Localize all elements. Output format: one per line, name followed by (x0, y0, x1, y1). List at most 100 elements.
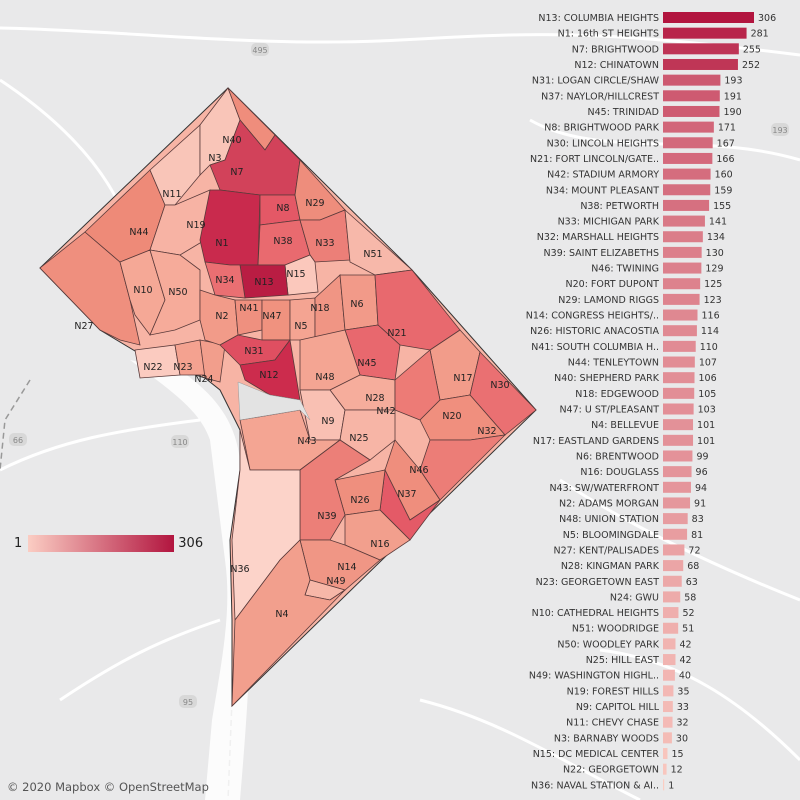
bar-value-label: 99 (696, 451, 708, 462)
bar-n3[interactable] (663, 732, 672, 744)
bar-value-label: 91 (694, 498, 706, 509)
bar-n43[interactable] (663, 481, 691, 493)
bar-value-label: 166 (716, 154, 734, 165)
bar-label: N39: SAINT ELIZABETHS (544, 248, 659, 259)
bar-n16[interactable] (663, 466, 692, 478)
bar-n18[interactable] (663, 387, 695, 399)
region-n34 (204, 261, 246, 299)
map-label-n5: N5 (294, 321, 307, 332)
bar-value-label: 51 (682, 624, 694, 635)
bar-label: N19: FOREST HILLS (567, 686, 659, 697)
map-label-n48: N48 (315, 372, 334, 383)
bar-value-label: 130 (706, 248, 724, 259)
bar-n40[interactable] (663, 372, 695, 384)
bar-n9[interactable] (663, 701, 673, 713)
bar-n23[interactable] (663, 575, 682, 587)
bar-value-label: 103 (698, 405, 716, 416)
bar-label: N5: BLOOMINGDALE (563, 530, 659, 541)
bar-value-label: 72 (688, 545, 700, 556)
bar-n10[interactable] (663, 607, 679, 619)
bar-n51[interactable] (663, 622, 679, 634)
bar-n25[interactable] (663, 654, 676, 666)
bar-n13[interactable] (663, 12, 754, 23)
bar-value-label: 159 (714, 185, 732, 196)
road-shield-label: 66 (13, 436, 23, 445)
bar-n24[interactable] (663, 591, 681, 603)
bar-n17[interactable] (663, 434, 694, 446)
region-n16 (344, 509, 411, 561)
bar-label: N26: HISTORIC ANACOSTIA (530, 326, 659, 337)
bar-n26[interactable] (663, 325, 697, 337)
bar-n21[interactable] (663, 152, 713, 164)
bar-n45[interactable] (663, 105, 720, 117)
bar-n50[interactable] (663, 638, 676, 650)
bar-value-label: 42 (679, 639, 691, 650)
bar-n41[interactable] (663, 340, 696, 352)
map-attribution[interactable]: © 2020 Mapbox © OpenStreetMap (7, 780, 209, 794)
bar-value-label: 116 (701, 311, 719, 322)
bar-n32[interactable] (663, 231, 703, 243)
bar-n8[interactable] (663, 121, 714, 133)
bar-n48[interactable] (663, 513, 688, 525)
bar-label: N31: LOGAN CIRCLE/SHAW (532, 76, 660, 87)
region-n50 (149, 249, 201, 336)
bar-label: N43: SW/WATERFRONT (549, 483, 659, 494)
bar-n29[interactable] (663, 293, 700, 305)
map-label-n6: N6 (350, 299, 363, 310)
map-label-n24: N24 (194, 374, 213, 385)
bar-value-label: 63 (686, 577, 698, 588)
bar-n11[interactable] (663, 716, 673, 728)
map-label-n33: N33 (315, 238, 334, 249)
bar-n49[interactable] (663, 669, 675, 681)
bar-value-label: 160 (715, 170, 733, 181)
bar-value-label: 101 (697, 436, 715, 447)
bar-n38[interactable] (663, 199, 710, 211)
road-shield-label: 193 (772, 126, 787, 135)
bar-n5[interactable] (663, 528, 688, 540)
map-label-n1: N1 (215, 238, 228, 249)
bar-n44[interactable] (663, 356, 695, 368)
bar-n7[interactable] (663, 43, 739, 55)
bar-n36[interactable] (663, 779, 665, 791)
bar-n20[interactable] (663, 278, 701, 290)
bar-n22[interactable] (663, 763, 667, 775)
bar-n33[interactable] (663, 215, 705, 227)
bar-n15[interactable] (663, 748, 668, 760)
bar-n39[interactable] (663, 246, 702, 258)
bar-n42[interactable] (663, 168, 711, 180)
bar-n46[interactable] (663, 262, 702, 274)
bar-n1[interactable] (663, 27, 747, 39)
map-label-n45: N45 (357, 358, 376, 369)
bar-n37[interactable] (663, 90, 720, 102)
bar-label: N18: EDGEWOOD (575, 389, 659, 400)
bar-value-label: 32 (677, 718, 689, 729)
bar-value-label: 83 (692, 514, 704, 525)
bar-n6[interactable] (663, 450, 693, 462)
bar-n34[interactable] (663, 184, 711, 196)
bar-n14[interactable] (663, 309, 698, 321)
bar-n47[interactable] (663, 403, 694, 415)
bar-n28[interactable] (663, 560, 684, 572)
bar-value-label: 96 (696, 467, 708, 478)
map-label-n7: N7 (230, 167, 243, 178)
bar-n2[interactable] (663, 497, 691, 509)
map-label-n21: N21 (387, 328, 406, 339)
bar-value-label: 167 (717, 138, 735, 149)
map-labels: N1 N2 N3 N4 N5 N6 N7 N8 N9 N10 N11 N12 N13 N14 N15 N16 N… (74, 135, 509, 620)
map-label-n37: N37 (397, 489, 416, 500)
bar-n12[interactable] (663, 58, 738, 70)
bar-label: N45: TRINIDAD (588, 107, 660, 118)
bar-n30[interactable] (663, 137, 713, 149)
bar-n19[interactable] (663, 685, 674, 697)
bar-n4[interactable] (663, 419, 694, 431)
legend-gradient (28, 535, 175, 552)
bar-n27[interactable] (663, 544, 685, 556)
bar-label: N49: WASHINGTON HIGHL.. (529, 671, 659, 682)
legend-max-label: 306 (178, 536, 204, 551)
road-shields: 495 193 66 110 95 (9, 43, 789, 708)
bar-label: N11: CHEVY CHASE (566, 718, 659, 729)
map-label-n27: N27 (74, 321, 93, 332)
bar-n31[interactable] (663, 74, 721, 86)
bar-label: N51: WOODRIDGE (572, 624, 659, 635)
